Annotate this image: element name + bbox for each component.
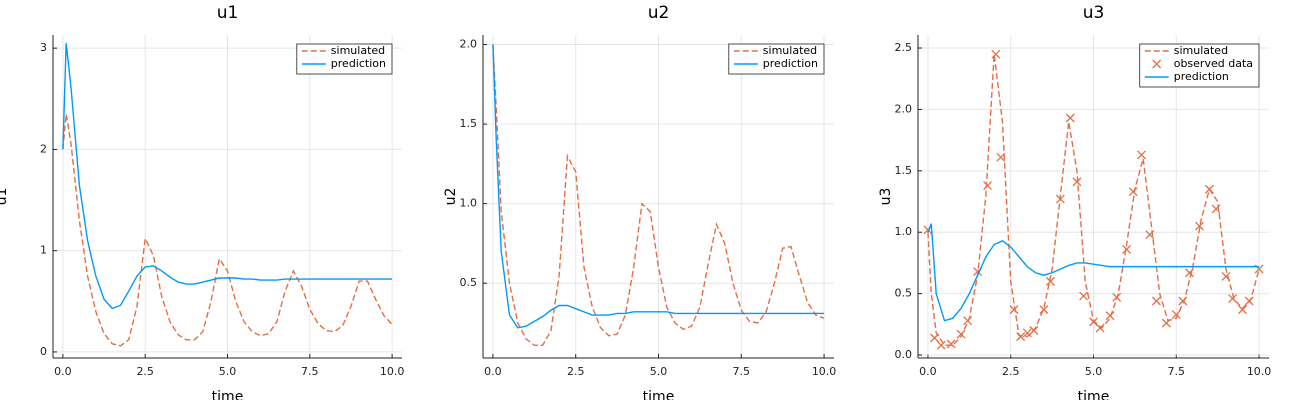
scatter-point: [1016, 332, 1026, 342]
y-axis-label: u3: [878, 188, 894, 206]
scatter-point: [1128, 187, 1138, 197]
scatter-point: [1045, 276, 1055, 286]
y-tick-label: 0: [40, 345, 47, 358]
y-tick-label: 2: [40, 142, 47, 155]
legend-box: [296, 43, 393, 75]
legend-box: [728, 43, 825, 75]
scatter-point: [1185, 268, 1194, 278]
y-tick-label: 2.0: [895, 102, 913, 115]
subplot: u1 time u1 0.0 2.5 5.0 7.5 10.0 0 1 2 3 simulatedpre…: [0, 3, 404, 400]
scatter-point: [1244, 296, 1254, 306]
scatter-point: [946, 339, 956, 349]
scatter-point: [1039, 305, 1049, 315]
line-series: [62, 113, 393, 347]
x-axis-label: time: [643, 389, 675, 400]
legend-label: prediction: [331, 57, 386, 70]
x-tick-label: 10.0: [380, 365, 405, 378]
y-tick-label: 1.0: [460, 197, 478, 210]
legend-marker: [1152, 59, 1162, 69]
chart-title: u2: [648, 3, 670, 23]
x-tick-label: 2.5: [136, 365, 154, 378]
scatter-point: [1178, 296, 1188, 306]
legend-label: simulated: [1174, 44, 1228, 57]
line-series: [927, 223, 1260, 322]
scatter-point: [1009, 305, 1019, 315]
legend-label: simulated: [763, 44, 817, 57]
x-tick-label: 0.0: [484, 365, 502, 378]
scatter-point: [930, 333, 940, 343]
scatter-point: [1171, 310, 1181, 319]
scatter-point: [1055, 194, 1065, 204]
scatter-point: [1137, 150, 1146, 160]
scatter-point: [1195, 221, 1204, 231]
line-series: [492, 44, 825, 329]
scatter-point: [1151, 296, 1161, 306]
y-tick-label: 0.5: [460, 276, 478, 289]
scatter-point: [1072, 177, 1082, 187]
scatter-point: [1079, 291, 1089, 301]
legend-label: observed data: [1174, 57, 1253, 70]
x-tick-label: 0.0: [54, 365, 72, 378]
y-tick-label: 3: [40, 41, 47, 54]
x-tick-label: 7.5: [733, 365, 751, 378]
scatter-point: [956, 329, 966, 339]
x-tick-label: 7.5: [1168, 365, 1186, 378]
scatter-point: [1029, 326, 1039, 335]
scatter-point: [1238, 305, 1247, 315]
scatter-point: [1221, 271, 1231, 281]
line-series: [927, 54, 1260, 346]
scatter-point: [991, 49, 1001, 59]
x-tick-label: 5.0: [1085, 365, 1103, 378]
y-tick-label: 2.0: [460, 38, 478, 51]
x-axis-label: time: [212, 389, 244, 400]
chart-title: u3: [1083, 3, 1105, 23]
y-tick-label: 2.5: [895, 41, 913, 54]
scatter-point: [1095, 323, 1105, 333]
scatter-point: [1112, 292, 1122, 302]
y-tick-label: 1: [40, 244, 47, 257]
x-tick-label: 7.5: [301, 365, 319, 378]
x-tick-label: 2.5: [567, 365, 585, 378]
scatter-point: [983, 181, 992, 191]
y-tick-label: 1.0: [895, 225, 913, 238]
scatter-point: [1204, 184, 1214, 194]
x-axis-label: time: [1078, 389, 1110, 400]
y-axis-label: u2: [443, 188, 459, 206]
subplot: u2 time u2 0.0 2.5 5.0 7.5 10.0 0.5 1.0 1.5 2.0 simu…: [443, 3, 836, 400]
y-axis-label: u1: [0, 188, 10, 206]
scatter-point: [996, 152, 1006, 162]
scatter-point: [1022, 328, 1032, 338]
y-tick-label: 1.5: [460, 117, 478, 130]
scatter-point: [1065, 113, 1075, 123]
line-series: [62, 43, 393, 310]
legend-label: prediction: [1174, 70, 1229, 83]
chart-title: u1: [217, 3, 239, 23]
scatter-point: [1145, 230, 1155, 240]
legend-label: simulated: [331, 44, 385, 57]
y-tick-label: 0.0: [895, 348, 913, 361]
subplot: u3 time u3 0.0 2.5 5.0 7.5 10.0 0.0 0.5 1.0 1.5 2.0 2…: [878, 3, 1271, 400]
x-tick-label: 5.0: [650, 365, 668, 378]
scatter-point: [936, 340, 946, 350]
scatter-point: [1105, 311, 1115, 321]
line-series: [492, 44, 825, 346]
y-tick-label: 0.5: [895, 287, 913, 300]
x-tick-label: 2.5: [1002, 365, 1020, 378]
x-tick-label: 5.0: [219, 365, 237, 378]
legend-label: prediction: [763, 57, 818, 70]
scatter-point: [1122, 244, 1132, 254]
scatter-point: [963, 316, 973, 326]
scatter-point: [1228, 294, 1238, 304]
x-tick-label: 10.0: [1247, 365, 1272, 378]
x-tick-label: 10.0: [812, 365, 837, 378]
y-tick-label: 1.5: [895, 164, 913, 177]
scatter-point: [1161, 318, 1171, 328]
x-tick-label: 0.0: [919, 365, 937, 378]
scatter-point: [1211, 204, 1221, 214]
